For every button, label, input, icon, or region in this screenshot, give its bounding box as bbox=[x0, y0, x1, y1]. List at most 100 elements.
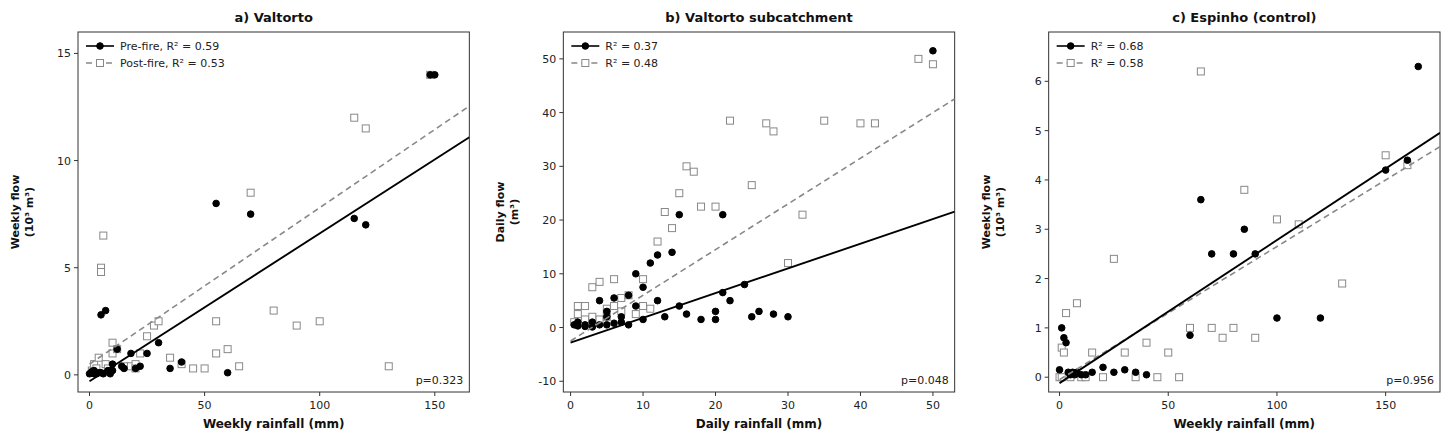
y-axis-label: Daily flow bbox=[494, 182, 507, 243]
point bbox=[640, 276, 647, 283]
x-tick-label: 100 bbox=[1266, 399, 1287, 412]
fit-line bbox=[571, 212, 955, 343]
legend-label: Post-fire, R² = 0.53 bbox=[120, 57, 225, 70]
point bbox=[712, 316, 719, 323]
legend-marker bbox=[582, 60, 589, 67]
point bbox=[351, 215, 358, 222]
point bbox=[1219, 334, 1226, 341]
x-tick-label: 150 bbox=[1375, 399, 1396, 412]
y-tick-label: 10 bbox=[57, 155, 71, 168]
point bbox=[1110, 255, 1117, 262]
point bbox=[201, 365, 208, 372]
y-tick-label: -10 bbox=[538, 375, 556, 388]
point bbox=[1143, 339, 1150, 346]
x-tick bbox=[932, 392, 933, 396]
point bbox=[871, 120, 878, 127]
point bbox=[784, 260, 791, 267]
point bbox=[144, 333, 151, 340]
point bbox=[1186, 324, 1193, 331]
y-tick-label: 5 bbox=[64, 262, 71, 275]
legend-marker bbox=[1067, 43, 1074, 50]
point bbox=[362, 125, 369, 132]
y-tick bbox=[1045, 377, 1049, 378]
legend-marker bbox=[1067, 60, 1074, 67]
point bbox=[596, 278, 603, 285]
point bbox=[247, 211, 254, 218]
point bbox=[1230, 251, 1237, 258]
y-tick-label: 2 bbox=[1035, 273, 1042, 286]
y-tick-label: 0 bbox=[549, 322, 556, 335]
point bbox=[821, 117, 828, 124]
y-tick-label: 5 bbox=[1035, 125, 1042, 138]
point bbox=[625, 292, 632, 299]
point bbox=[213, 318, 220, 325]
panel: 01020304050-1001020304050b) Valtorto sub… bbox=[494, 10, 954, 431]
point bbox=[167, 354, 174, 361]
point bbox=[98, 269, 105, 276]
x-tick-label: 40 bbox=[853, 399, 867, 412]
y-tick-label: 10 bbox=[542, 268, 556, 281]
point bbox=[1274, 315, 1281, 322]
point bbox=[625, 292, 632, 299]
point bbox=[213, 200, 220, 207]
legend-marker bbox=[97, 43, 104, 50]
x-tick-label: 30 bbox=[781, 399, 795, 412]
point bbox=[1100, 364, 1107, 371]
plot-area bbox=[571, 48, 955, 343]
legend: R² = 0.68R² = 0.58 bbox=[1057, 40, 1144, 70]
y-tick-label: 4 bbox=[1035, 174, 1042, 187]
fit-line bbox=[90, 137, 470, 381]
x-tick-label: 10 bbox=[636, 399, 650, 412]
point bbox=[1132, 369, 1139, 376]
x-tick bbox=[89, 392, 90, 396]
point bbox=[1339, 280, 1346, 287]
point bbox=[236, 363, 243, 370]
point bbox=[190, 365, 197, 372]
x-tick bbox=[434, 392, 435, 396]
point bbox=[756, 308, 763, 315]
x-tick bbox=[1168, 392, 1169, 396]
point bbox=[799, 211, 806, 218]
point bbox=[647, 260, 654, 267]
point bbox=[178, 359, 185, 366]
point bbox=[1063, 339, 1070, 346]
point bbox=[770, 311, 777, 318]
panel: 0501001500123456c) Espinho (control)Week… bbox=[980, 10, 1440, 431]
point bbox=[618, 294, 625, 301]
fit-line bbox=[90, 106, 470, 364]
point bbox=[574, 311, 581, 318]
point bbox=[763, 120, 770, 127]
point bbox=[748, 313, 755, 320]
legend-label: R² = 0.58 bbox=[1091, 57, 1144, 70]
point bbox=[167, 365, 174, 372]
series-points bbox=[88, 71, 433, 374]
x-tick bbox=[715, 392, 716, 396]
y-tick bbox=[74, 53, 78, 54]
point bbox=[1121, 349, 1128, 356]
point bbox=[121, 365, 128, 372]
x-tick bbox=[319, 392, 320, 396]
point bbox=[1111, 369, 1118, 376]
point bbox=[712, 308, 719, 315]
x-tick bbox=[204, 392, 205, 396]
point bbox=[633, 303, 640, 310]
y-tick bbox=[559, 220, 563, 221]
point bbox=[1089, 369, 1096, 376]
y-tick bbox=[1045, 130, 1049, 131]
point bbox=[1382, 152, 1389, 159]
y-tick-label: 6 bbox=[1035, 75, 1042, 88]
annotation: p=0.048 bbox=[901, 374, 949, 387]
point bbox=[1187, 332, 1194, 339]
point bbox=[102, 307, 109, 314]
legend-label: Pre-fire, R² = 0.59 bbox=[120, 40, 219, 53]
legend-label: R² = 0.48 bbox=[605, 57, 658, 70]
point bbox=[1317, 315, 1324, 322]
y-tick-label: 3 bbox=[1035, 223, 1042, 236]
point bbox=[293, 322, 300, 329]
point bbox=[224, 369, 231, 376]
point bbox=[432, 72, 439, 79]
point bbox=[676, 190, 683, 197]
x-axis-label: Daily rainfall (mm) bbox=[696, 417, 823, 431]
x-tick-label: 0 bbox=[567, 399, 574, 412]
y-tick bbox=[559, 327, 563, 328]
